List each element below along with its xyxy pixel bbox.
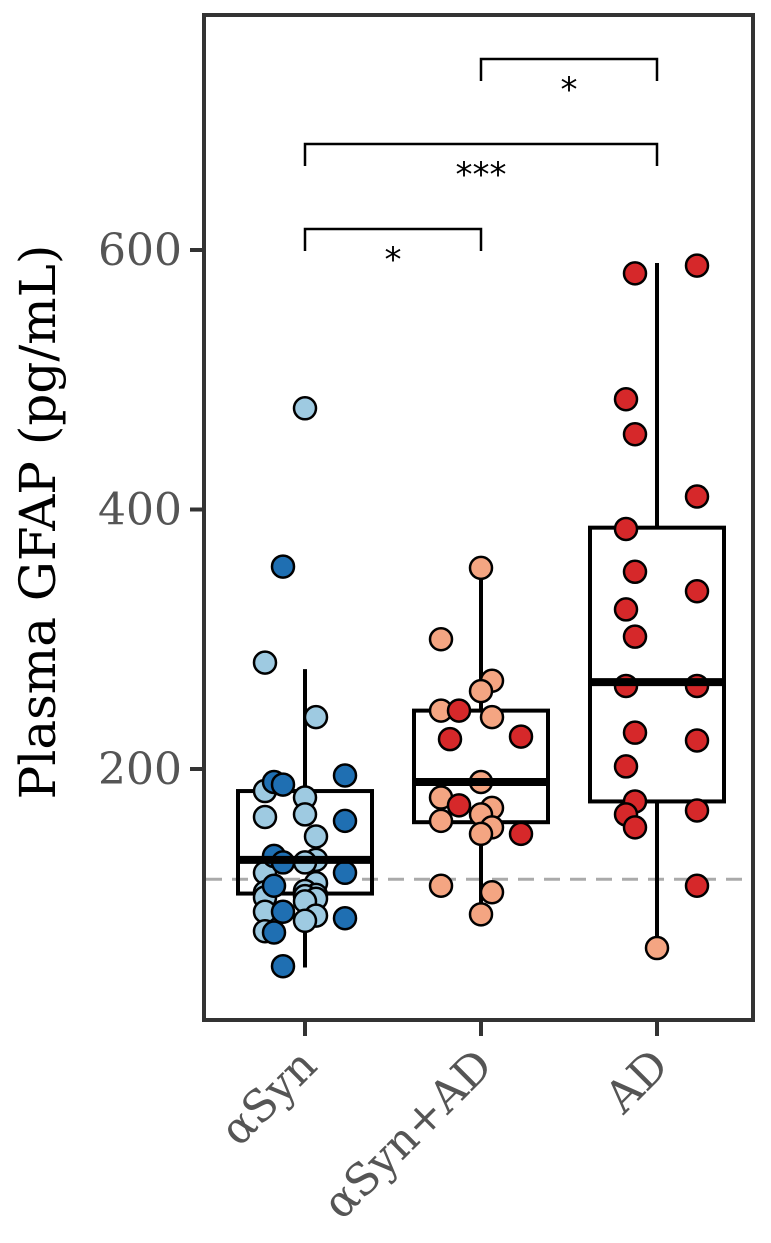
data-point-ad-dark [622,559,648,585]
data-point-ad-dark [613,516,639,542]
data-point-ad-dark [684,253,710,278]
data-point-asyn-ad-dark [508,821,534,847]
data-point-asyn-ad-dark [446,698,472,723]
data-point-ad-dark [684,728,710,753]
data-point-asyn-ad-light [468,902,494,927]
y-tick-label-400: 400 [98,485,182,536]
significance-bracket-asyn-vs-ad [303,142,659,166]
significance-label-asyn-ad-vs-ad: * [561,70,578,110]
significance-label-asyn-vs-ad: *** [456,155,507,195]
data-point-asyn-light [292,802,318,827]
data-point-ad-light [644,935,670,961]
box-ad [588,525,726,804]
data-point-asyn-dark [270,899,296,924]
data-point-asyn-ad-dark [446,793,472,818]
data-point-ad-dark [684,578,710,604]
data-point-ad-dark [684,798,710,823]
data-point-asyn-dark [270,554,296,579]
data-point-asyn-dark [261,920,287,945]
data-point-ad-dark [684,484,710,509]
data-point-asyn-dark [332,860,358,886]
data-point-ad-dark [622,261,648,286]
data-point-asyn-ad-dark [508,724,534,749]
y-tick-label-200: 200 [98,744,182,795]
data-point-ad-dark [613,754,639,779]
data-point-asyn-dark [261,873,287,899]
significance-bracket-asyn-vs-asyn-ad [303,227,483,251]
data-point-asyn-ad-light [428,808,454,834]
data-point-asyn-ad-light [428,627,454,652]
data-point-asyn-light [292,908,318,934]
data-point-ad-dark [684,873,710,899]
point-layer [238,253,724,979]
data-point-asyn-ad-light [479,880,505,905]
data-point-asyn-dark [332,808,358,834]
data-point-asyn-dark [270,772,296,797]
data-point-asyn-light [303,824,329,849]
significance-layer: ***** [303,57,659,280]
data-point-asyn-light [252,650,278,675]
data-point-ad-dark [622,624,648,649]
significance-bracket-asyn-ad-vs-ad [479,57,659,81]
x-tick-label-asyn: αSyn [211,1040,327,1156]
y-axis-title: Plasma GFAP (pg/mL) [9,245,67,800]
data-point-asyn-ad-light [428,873,454,899]
data-point-asyn-ad-dark [437,726,463,752]
data-point-asyn-light [303,704,329,730]
x-tick-label-asyn-ad: αSyn+AD [313,1040,502,1229]
data-point-ad-dark [613,597,639,622]
y-tick-label-600: 600 [98,225,182,276]
data-point-asyn-ad-light [479,704,505,730]
data-point-ad-dark [622,815,648,840]
data-point-asyn-dark [270,953,296,979]
data-point-asyn-dark [332,905,358,931]
data-point-asyn-light [252,804,278,830]
significance-label-asyn-vs-asyn-ad: * [385,240,402,280]
data-point-ad-dark [622,720,648,745]
x-tick-label-ad: AD [595,1040,679,1124]
data-point-asyn-ad-light [468,555,494,581]
data-point-asyn-light [292,396,318,421]
data-point-asyn-dark [332,763,358,788]
data-point-ad-dark [613,386,639,412]
data-point-ad-dark [622,421,648,447]
plot-frame [202,13,755,1022]
data-point-asyn-ad-light [468,678,494,704]
data-point-asyn-ad-light [468,821,494,847]
